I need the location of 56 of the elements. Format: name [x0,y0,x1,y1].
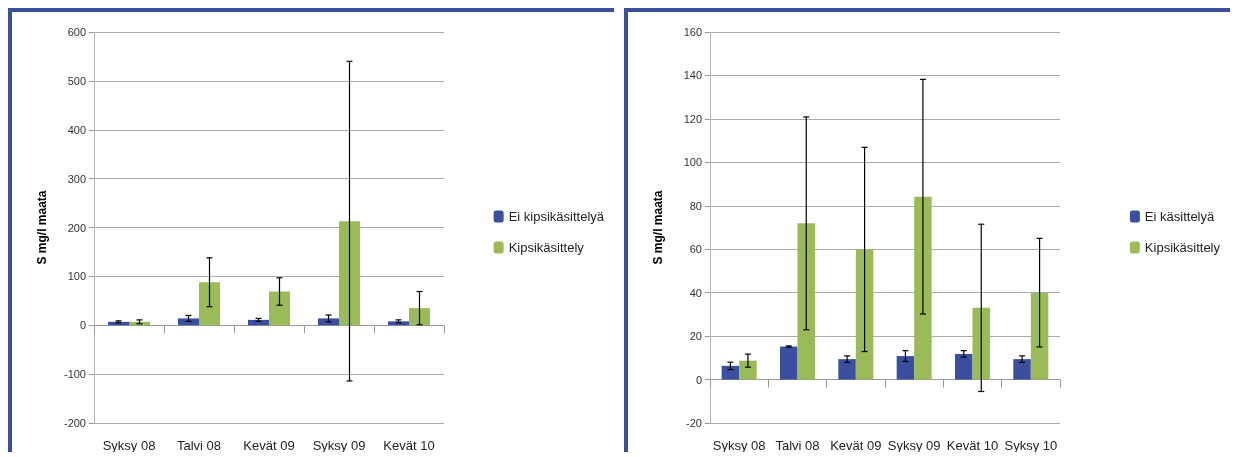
x-tick-label: Syksy 09 [312,438,366,453]
x-tick-label: Syksy 08 [712,438,766,453]
y-tick-label: 300 [67,172,86,185]
bar [339,221,360,326]
x-tick-label: Talvi 08 [176,438,222,453]
y-axis-title: S mg/l maata [651,190,665,265]
y-tick-label: 600 [67,26,86,38]
bar [199,282,220,326]
bar [780,346,798,380]
y-axis-title: S mg/l maata [35,190,49,265]
bar [409,308,430,326]
y-tick-label: 60 [689,243,702,256]
y-tick-label: 0 [695,373,702,386]
y-tick-label: 0 [79,319,86,332]
bar [178,318,199,326]
x-tick-label: Kevät 10 [383,438,435,453]
legend-label: Ei käsittelyä [1144,209,1215,224]
bar [896,356,915,380]
bar [1030,292,1049,380]
y-tick-label: 200 [67,221,86,234]
bar [1013,359,1031,380]
bar [248,319,269,326]
bar [914,196,932,380]
x-tick-label: Kevät 09 [830,438,882,453]
y-tick-label: -20 [686,417,702,429]
x-tick-label: Kevät 10 [946,438,999,453]
y-tick-label: 20 [689,330,702,343]
y-tick-label: 120 [683,112,702,125]
x-tick-label: Syksy 09 [887,438,941,453]
bar [797,223,815,380]
bar [388,321,409,326]
bar [955,353,973,380]
bar [838,359,856,380]
y-tick-label: 80 [689,199,702,212]
y-tick-label: 40 [689,286,702,299]
x-tick-label: Syksy 08 [102,438,156,453]
bar [855,249,874,380]
legend-label: Kipsikäsittely [1144,240,1221,255]
bar [269,291,290,326]
x-tick-label: Kevät 09 [243,438,295,453]
y-tick-label: -200 [63,417,86,429]
x-tick-label: Syksy 10 [1004,438,1058,453]
legend-label: Kipsikäsittely [508,240,585,255]
bar [739,360,757,380]
y-tick-label: 160 [683,26,702,38]
bar [721,365,740,380]
y-tick-label: 400 [67,123,86,136]
bar [972,307,990,380]
bar [318,318,339,326]
x-tick-label: Talvi 08 [775,438,820,453]
y-tick-label: 500 [67,74,86,87]
y-tick-label: -100 [63,368,86,381]
y-tick-label: 100 [67,270,86,283]
legend-label: Ei kipsikäsittelyä [508,209,605,224]
y-tick-label: 140 [683,69,702,82]
y-tick-label: 100 [683,156,702,169]
